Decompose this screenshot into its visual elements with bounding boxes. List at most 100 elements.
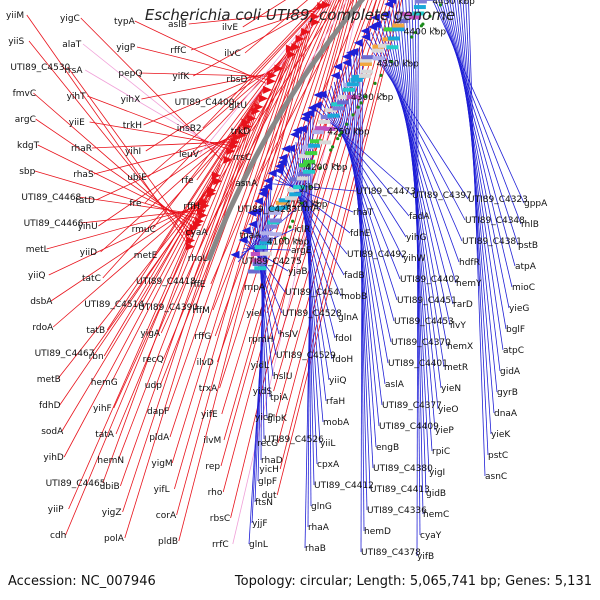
accession-text: Accession: NC_007946 xyxy=(8,574,156,589)
feature-block xyxy=(332,106,345,111)
forward-gene-label: gltU xyxy=(229,101,247,111)
feature-block xyxy=(371,48,384,53)
leader-line xyxy=(416,0,419,557)
leader-line xyxy=(336,77,389,364)
feature-block xyxy=(350,77,363,82)
feature-block xyxy=(289,192,302,197)
reverse-gene-label: rarD xyxy=(453,300,473,310)
tick-mark xyxy=(464,0,467,2)
feature-block xyxy=(392,23,405,28)
forward-feature-arrow xyxy=(301,27,311,36)
reverse-feature-arrow xyxy=(263,176,273,185)
tick-label: 4400 kbp xyxy=(404,28,447,38)
feature-dot xyxy=(288,225,292,229)
forward-gene-label: yifL xyxy=(154,485,170,495)
forward-gene-label: fdhD xyxy=(39,401,61,411)
forward-gene-label: yieI xyxy=(246,309,262,319)
feature-block xyxy=(287,187,300,192)
forward-feature-arrow xyxy=(232,133,242,142)
feature-block xyxy=(293,185,306,190)
feature-block xyxy=(309,139,322,144)
forward-gene-label: UTI89_C4400 xyxy=(175,98,235,108)
feature-block xyxy=(319,140,332,145)
forward-gene-label: fmvC xyxy=(13,89,37,99)
forward-gene-label: yihU xyxy=(78,222,98,232)
forward-gene-label: dapF xyxy=(147,407,169,417)
reverse-gene-label: argE xyxy=(291,246,312,256)
forward-gene-label: UTI89_C4275 xyxy=(242,257,302,267)
feature-block xyxy=(285,195,298,200)
reverse-gene-label: UTI89_C4412 xyxy=(314,481,374,491)
leader-line xyxy=(193,3,323,77)
reverse-feature-arrow xyxy=(281,144,291,153)
feature-block xyxy=(252,261,265,266)
forward-gene-label: rffH xyxy=(183,202,200,212)
forward-feature-arrow xyxy=(254,102,264,111)
feature-dot xyxy=(359,101,363,105)
reverse-feature-arrow xyxy=(361,32,371,41)
leader-line xyxy=(67,66,190,234)
leader-line xyxy=(318,105,410,217)
leader-line xyxy=(120,94,260,487)
forward-gene-label: yigA xyxy=(140,329,161,339)
feature-dot xyxy=(373,81,377,85)
reverse-feature-arrow xyxy=(330,71,340,80)
tick-mark xyxy=(355,127,362,132)
leader-line xyxy=(214,0,340,337)
leader-line xyxy=(124,86,265,539)
feature-block xyxy=(298,154,311,159)
feature-block xyxy=(305,151,318,156)
forward-gene-label: yihT xyxy=(67,92,87,102)
forward-gene-label: trkH xyxy=(123,121,142,131)
forward-gene-label: ilvD xyxy=(197,358,214,368)
reverse-gene-label: fdoH xyxy=(332,355,353,365)
leader-line xyxy=(438,0,519,246)
forward-gene-label: typA xyxy=(114,17,136,27)
feature-block xyxy=(278,198,291,203)
forward-gene-label: tatC xyxy=(82,274,101,284)
feature-block xyxy=(327,113,340,118)
forward-gene-label: rbn xyxy=(89,352,104,362)
leader-line xyxy=(286,158,339,318)
forward-gene-label: yifK xyxy=(172,72,190,82)
tick-label: 4450 kbp xyxy=(432,0,475,7)
feature-dot xyxy=(329,148,333,152)
reverse-feature-arrow xyxy=(289,130,299,139)
forward-feature-arrow xyxy=(211,171,221,180)
leader-line xyxy=(325,93,401,280)
forward-gene-label: hemN xyxy=(97,456,124,466)
forward-gene-label: metL xyxy=(26,245,49,255)
reverse-gene-label: UTI89_C4381 xyxy=(462,237,522,247)
leader-line xyxy=(281,166,345,276)
forward-feature-arrow xyxy=(259,94,269,103)
forward-gene-label: rrfC xyxy=(212,540,229,550)
reverse-gene-label: yjaB xyxy=(288,267,308,277)
leader-line xyxy=(273,183,357,192)
forward-gene-label: cdh xyxy=(50,531,66,541)
reverse-feature-arrow xyxy=(263,182,273,191)
feature-block xyxy=(372,56,385,61)
feature-block xyxy=(301,145,314,150)
forward-gene-label: aslB xyxy=(168,20,187,30)
leader-line xyxy=(222,0,355,493)
reverse-gene-label: rhlB xyxy=(521,220,539,230)
leader-line xyxy=(277,175,351,234)
forward-feature-arrow xyxy=(241,118,251,127)
forward-gene-label: yiiM xyxy=(6,11,24,21)
reverse-gene-label: pstB xyxy=(518,241,538,251)
feature-block xyxy=(269,218,282,223)
forward-gene-label: rfe xyxy=(181,176,194,186)
forward-gene-label: kdgT xyxy=(17,141,40,151)
tick-label: 4250 kbp xyxy=(327,127,370,137)
reverse-gene-label: UTI89_C4378 xyxy=(361,548,421,558)
forward-gene-label: rbsD xyxy=(226,75,247,85)
forward-feature-arrow xyxy=(207,186,217,195)
genome-backbone xyxy=(206,0,366,262)
feature-block xyxy=(412,11,425,16)
reverse-gene-label: yieK xyxy=(491,430,511,440)
forward-gene-label: rdoA xyxy=(32,323,54,333)
reverse-feature-arrow xyxy=(384,0,394,9)
forward-gene-label: yiiS xyxy=(8,37,24,47)
leader-line xyxy=(202,0,326,129)
